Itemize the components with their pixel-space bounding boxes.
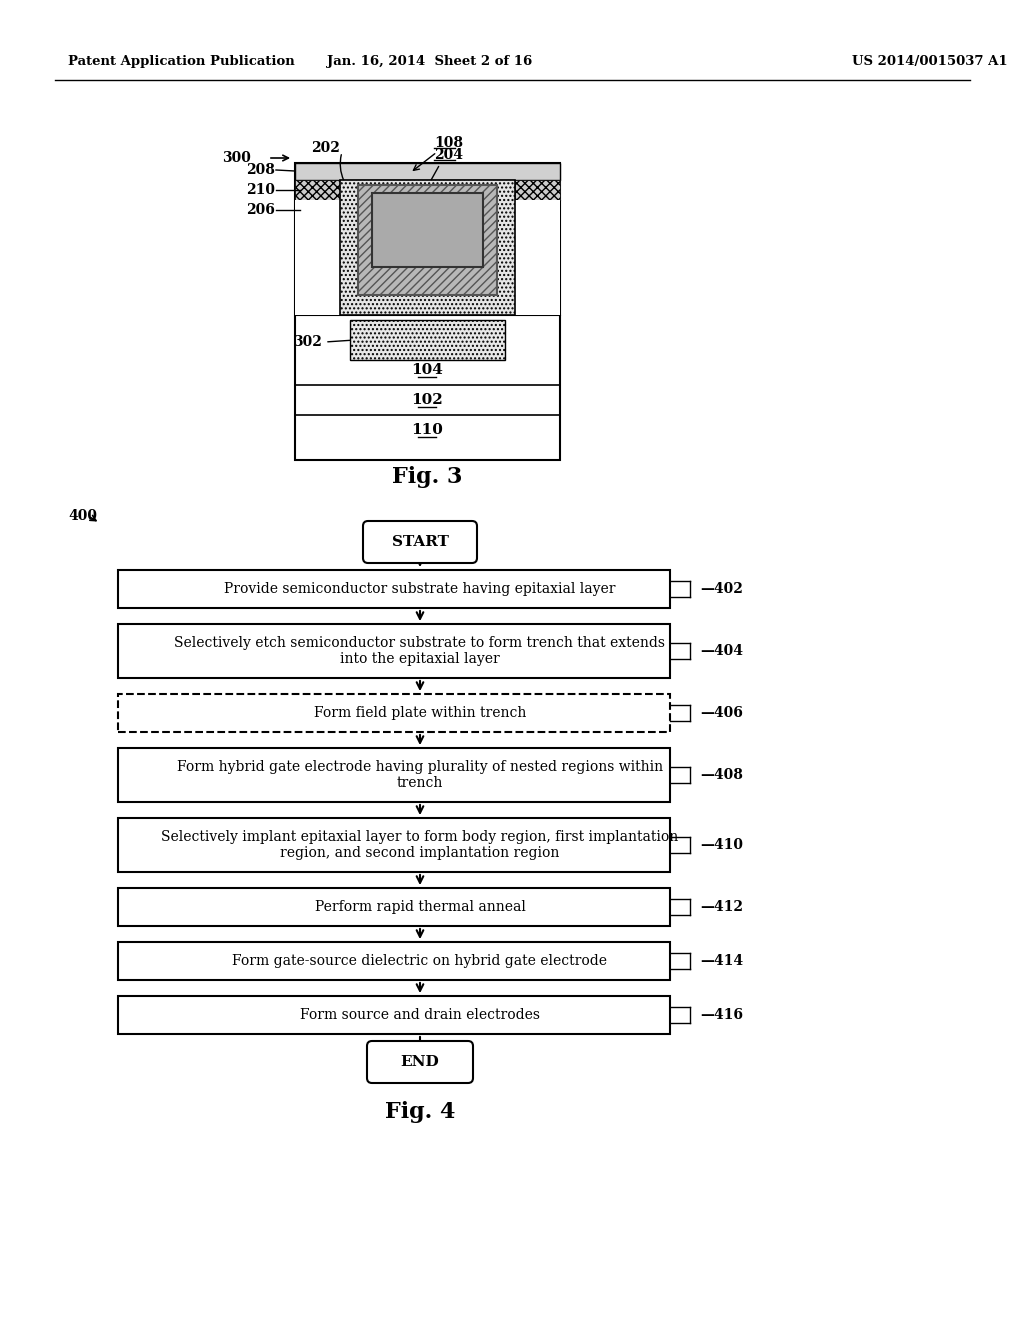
Text: Form hybrid gate electrode having plurality of nested regions within
trench: Form hybrid gate electrode having plural… <box>177 760 664 791</box>
Bar <box>118 748 670 803</box>
Text: Selectively implant epitaxial layer to form body region, first implantation
regi: Selectively implant epitaxial layer to f… <box>162 830 679 861</box>
Text: Jan. 16, 2014  Sheet 2 of 16: Jan. 16, 2014 Sheet 2 of 16 <box>328 55 532 69</box>
Bar <box>372 193 483 267</box>
Text: 110: 110 <box>411 422 443 437</box>
Bar <box>118 624 670 678</box>
Text: Fig. 3: Fig. 3 <box>392 466 462 488</box>
Text: 400: 400 <box>68 510 97 523</box>
Text: —402: —402 <box>700 582 742 597</box>
Text: —412: —412 <box>700 900 743 913</box>
Text: START: START <box>391 535 449 549</box>
Text: Form source and drain electrodes: Form source and drain electrodes <box>300 1008 540 1022</box>
Text: 210: 210 <box>246 183 275 197</box>
Text: US 2014/0015037 A1: US 2014/0015037 A1 <box>852 55 1008 69</box>
Text: 208: 208 <box>246 162 275 177</box>
Text: Selectively etch semiconductor substrate to form trench that extends
into the ep: Selectively etch semiconductor substrate… <box>174 636 666 667</box>
Bar <box>515 180 560 201</box>
Bar <box>118 818 670 873</box>
Bar <box>295 180 340 201</box>
FancyBboxPatch shape <box>367 1041 473 1082</box>
Text: 302: 302 <box>293 335 322 348</box>
Text: —406: —406 <box>700 706 742 719</box>
Text: 104: 104 <box>411 363 443 378</box>
Text: —408: —408 <box>700 768 742 781</box>
Bar <box>295 201 340 315</box>
Bar <box>295 162 560 459</box>
FancyBboxPatch shape <box>362 521 477 564</box>
Text: 108: 108 <box>434 136 463 150</box>
Bar <box>340 180 515 315</box>
Text: 102: 102 <box>411 393 442 407</box>
Bar <box>118 570 670 609</box>
Bar <box>350 319 505 360</box>
Text: 202: 202 <box>311 141 340 154</box>
Text: 300: 300 <box>222 150 251 165</box>
Text: Form field plate within trench: Form field plate within trench <box>313 706 526 719</box>
Text: Perform rapid thermal anneal: Perform rapid thermal anneal <box>314 900 525 913</box>
Bar <box>118 888 670 927</box>
Text: END: END <box>400 1055 439 1069</box>
Text: —414: —414 <box>700 954 743 968</box>
Text: Form gate-source dielectric on hybrid gate electrode: Form gate-source dielectric on hybrid ga… <box>232 954 607 968</box>
Bar <box>515 201 560 315</box>
Text: Patent Application Publication: Patent Application Publication <box>68 55 295 69</box>
Text: 204: 204 <box>434 148 463 162</box>
Text: —410: —410 <box>700 838 743 851</box>
Text: —416: —416 <box>700 1008 743 1022</box>
Text: —404: —404 <box>700 644 743 657</box>
Bar <box>118 997 670 1034</box>
Bar <box>118 942 670 979</box>
Bar <box>358 185 497 294</box>
Text: Provide semiconductor substrate having epitaxial layer: Provide semiconductor substrate having e… <box>224 582 615 597</box>
Bar <box>118 694 670 733</box>
Bar <box>295 162 560 180</box>
Text: 206: 206 <box>246 203 275 216</box>
Text: Fig. 4: Fig. 4 <box>385 1101 456 1123</box>
